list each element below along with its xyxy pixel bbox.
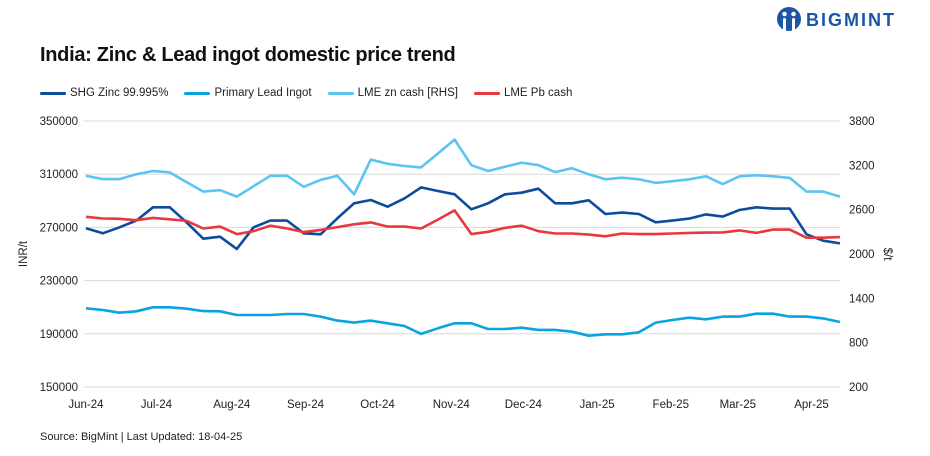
series-line-shg-zinc-99-995- <box>85 186 841 251</box>
y2-tick-label: 2600 <box>849 205 875 217</box>
legend-label: LME zn cash [RHS] <box>357 87 458 99</box>
legend-item-lme-pb: LME Pb cash <box>473 87 573 99</box>
legend-label: LME Pb cash <box>503 87 573 99</box>
y2-axis-label: $/t <box>881 248 893 262</box>
legend-swatch <box>40 91 66 95</box>
y2-tick-label: 3800 <box>849 116 875 128</box>
y-tick-label: 190000 <box>40 329 78 341</box>
x-tick-label: Jun-24 <box>68 399 104 411</box>
bigmint-logo: BIGMINT <box>776 6 896 34</box>
brand-name: BIGMINT <box>806 9 896 30</box>
y2-tick-label: 800 <box>849 338 868 350</box>
legend-swatch <box>473 91 500 95</box>
series-line-lme-zn-cash-rhs- <box>85 138 841 198</box>
y-axis-label: INR/t <box>18 240 30 267</box>
legend-item-shg-zinc: SHG Zinc 99.995% <box>40 87 168 99</box>
x-tick-label: Aug-24 <box>213 399 251 411</box>
series-line-primary-lead-ingot <box>85 305 841 338</box>
x-tick-label: Mar-25 <box>720 399 756 411</box>
y-tick-label: 350000 <box>40 116 78 128</box>
legend-item-primary-lead: Primary Lead Ingot <box>184 87 312 99</box>
legend-swatch <box>327 91 354 95</box>
y2-tick-label: 1400 <box>849 293 875 305</box>
x-tick-label: Feb-25 <box>653 399 689 411</box>
legend-label: Primary Lead Ingot <box>214 87 312 99</box>
chart-title: India: Zinc & Lead ingot domestic price … <box>40 44 456 66</box>
bigmint-logo-icon <box>777 7 801 31</box>
x-tick-label: Nov-24 <box>433 399 471 411</box>
legend-item-lme-zn: LME zn cash [RHS] <box>327 87 458 99</box>
x-tick-label: Oct-24 <box>360 399 395 411</box>
x-tick-label: Jul-24 <box>141 399 173 411</box>
x-tick-label: Apr-25 <box>794 399 829 411</box>
legend-swatch <box>184 91 211 95</box>
y2-tick-label: 200 <box>849 382 868 394</box>
y2-tick-label: 3200 <box>849 160 875 172</box>
y-tick-label: 270000 <box>40 222 78 234</box>
y-tick-label: 230000 <box>40 276 78 288</box>
legend-label: SHG Zinc 99.995% <box>70 87 169 99</box>
y2-tick-label: 2000 <box>849 249 875 261</box>
legend: SHG Zinc 99.995% Primary Lead Ingot LME … <box>40 87 572 99</box>
source-note: Source: BigMint | Last Updated: 18-04-25 <box>40 431 243 443</box>
y-tick-label: 150000 <box>40 382 78 394</box>
series-line-lme-pb-cash <box>85 209 841 239</box>
x-tick-label: Sep-24 <box>287 399 325 411</box>
x-tick-label: Dec-24 <box>505 399 543 411</box>
x-tick-label: Jan-25 <box>579 399 614 411</box>
y-tick-label: 310000 <box>40 169 78 181</box>
